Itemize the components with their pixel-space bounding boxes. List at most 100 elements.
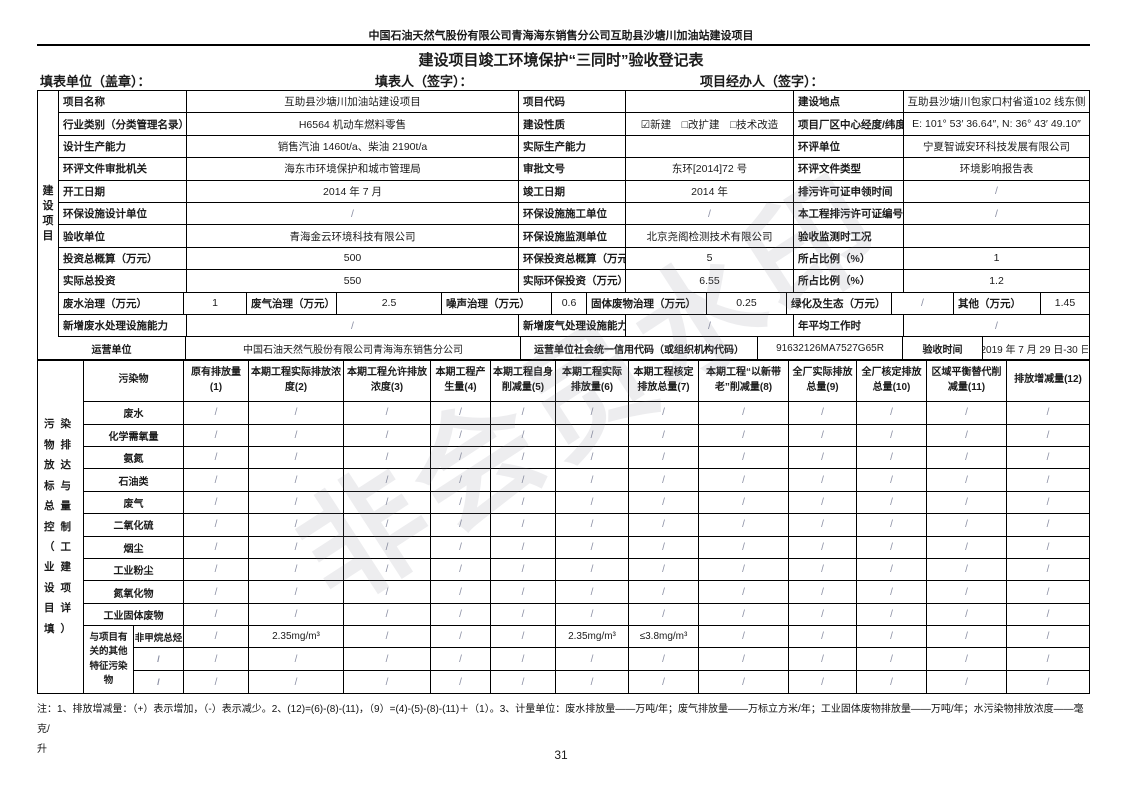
footnote-line2: 升: [37, 744, 47, 755]
pollutant-name: 氨氮: [84, 446, 184, 469]
special-pollutant-value: /: [184, 626, 249, 648]
pollutant-value: /: [857, 424, 927, 446]
special-pollutant-value: /: [344, 648, 431, 670]
field-value: /: [995, 185, 998, 198]
field-label: 竣工日期: [519, 180, 626, 202]
pollutant-value: /: [184, 603, 249, 626]
field-value: 2019 年 7 月 29 日-30 日: [983, 344, 1088, 356]
pollutant-value: /: [699, 446, 789, 469]
special-pollutant-value: /: [249, 670, 344, 694]
pollutant-value: /: [789, 536, 857, 558]
pollutant-value: /: [556, 603, 629, 626]
column-header: 区域平衡替代削减量(11): [927, 360, 1007, 402]
field-label: 固体废物治理（万元）: [587, 292, 707, 314]
field-label: 年平均工作时: [794, 314, 904, 337]
pollutant-value: /: [431, 491, 491, 514]
pollutant-value: /: [789, 491, 857, 514]
pollutant-value: /: [431, 424, 491, 446]
column-header: 排放增减量(12): [1014, 374, 1082, 386]
pollutant-value: /: [857, 558, 927, 581]
pollutant-row: 氮氧化物 / / / / / / / / / / / /: [84, 581, 1089, 604]
pollutant-value: /: [184, 424, 249, 446]
pollutant-value: /: [699, 603, 789, 626]
pollutant-value: /: [249, 402, 344, 424]
field-label: 项目厂区中心经度/纬度: [794, 113, 904, 135]
upper-table-row: 验收单位 青海金云环境科技有限公司 环保设施监测单位 北京尧阁检测技术有限公司 验收监测…: [59, 225, 1089, 248]
field-label: 运营单位社会统一信用代码（或组织机构代码）: [521, 337, 758, 360]
special-pollutant-value: /: [431, 626, 491, 648]
upper-table-row: 设计生产能力 销售汽油 1460t/a、柴油 2190t/a 实际生产能力 环评单位 宁…: [59, 135, 1089, 159]
pollutant-value: /: [789, 469, 857, 491]
pollutant-value: /: [629, 446, 699, 469]
pollutant-value: /: [927, 491, 1007, 514]
pollutant-value: /: [857, 536, 927, 558]
field-label: 噪声治理（万元）: [442, 292, 552, 314]
column-header: 全厂核定排放总量(10): [857, 360, 927, 402]
field-label: 实际环保投资（万元）: [519, 270, 626, 292]
field-value: /: [995, 207, 998, 220]
pollutant-value: /: [344, 581, 431, 603]
pollutant-value: /: [927, 603, 1007, 626]
operator-row: 运营单位 中国石油天然气股份有限公司青海海东销售分公司 运营单位社会统一信用代码（或…: [38, 337, 1089, 360]
pollutant-value: /: [344, 514, 431, 536]
field-label: 运营单位: [38, 337, 186, 360]
pollutant-value: /: [927, 402, 1007, 424]
special-pollutant-value: /: [699, 648, 789, 670]
field-value: 销售汽油 1460t/a、柴油 2190t/a: [187, 135, 519, 158]
pollutant-value: /: [249, 536, 344, 558]
pollutant-value: /: [629, 514, 699, 536]
field-value: 东环[2014]72 号: [626, 158, 794, 180]
special-pollutant-value: ≤3.8mg/m³: [629, 626, 699, 648]
field-value: /: [995, 319, 998, 332]
field-label: 实际总投资: [59, 270, 187, 292]
pollutant-value: /: [249, 514, 344, 536]
pollutant-value: /: [344, 446, 431, 469]
pollutant-value: /: [344, 469, 431, 491]
special-pollutant-name: /: [134, 670, 184, 694]
pollutant-value: /: [249, 558, 344, 581]
pollutant-row: 化学需氧量 / / / / / / / / / / / /: [84, 424, 1089, 447]
pollutant-value: /: [491, 514, 556, 536]
pollutant-value: /: [556, 424, 629, 446]
special-group-rows: 非甲烷总烃/2.35mg/m³ / //2.35mg/m³ ≤3.8mg/m³ / / / /…: [134, 626, 1089, 694]
pollutant-row: 氨氮 / / / / / / / / / / / /: [84, 446, 1089, 470]
field-label: 验收监测时工况: [794, 225, 904, 247]
pollutant-value: /: [491, 558, 556, 581]
pollutant-value: /: [629, 603, 699, 626]
field-value: 互助县沙塘川加油站建设项目: [187, 91, 519, 113]
field-value: 91632126MA7527G65R: [758, 337, 903, 360]
column-header: 本期工程产生量(4): [431, 360, 491, 402]
special-pollutant-value: /: [1046, 653, 1050, 665]
field-value: 2.5: [337, 292, 442, 314]
field-value: 海东市环境保护和城市管理局: [187, 158, 519, 180]
field-label: 项目名称: [59, 91, 187, 113]
pollutant-value: /: [699, 424, 789, 446]
special-pollutant-value: /: [431, 670, 491, 694]
pollutant-value: /: [556, 581, 629, 603]
pollutant-value: /: [927, 536, 1007, 558]
pollutant-value: /: [556, 446, 629, 469]
pollutant-value: /: [927, 558, 1007, 581]
special-pollutant-value: /: [249, 648, 344, 670]
pollutant-value: /: [344, 536, 431, 558]
field-label: 环评单位: [794, 135, 904, 158]
field-value: [626, 135, 794, 158]
special-pollutant-row: 非甲烷总烃/2.35mg/m³ / //2.35mg/m³ ≤3.8mg/m³ / / / /…: [134, 626, 1089, 649]
band-pollutant-control-label: 污染物排放达标与总量控制（工业建设项目详填）: [44, 418, 77, 635]
pollutant-value: /: [491, 536, 556, 558]
pollutant-value: /: [629, 558, 699, 581]
special-pollutant-value: /: [1046, 676, 1050, 688]
pollutant-value: /: [491, 469, 556, 491]
pollutant-value: /: [184, 514, 249, 536]
pollutant-value: /: [431, 536, 491, 558]
field-value: /: [892, 292, 954, 314]
footnote-line1: 注：1、排放增减量：（+）表示增加，（-）表示减少。2、(12)=(6)-(8)…: [37, 704, 1084, 735]
pollutant-value: /: [556, 469, 629, 491]
pollutant-value: /: [857, 514, 927, 536]
field-value: /: [187, 202, 519, 225]
special-pollutant-value: /: [1046, 631, 1050, 643]
pollutant-value: /: [699, 514, 789, 536]
field-value: 中国石油天然气股份有限公司青海海东销售分公司: [186, 337, 521, 360]
special-pollutant-value: /: [184, 648, 249, 670]
field-label: 绿化及生态（万元）: [787, 292, 892, 314]
